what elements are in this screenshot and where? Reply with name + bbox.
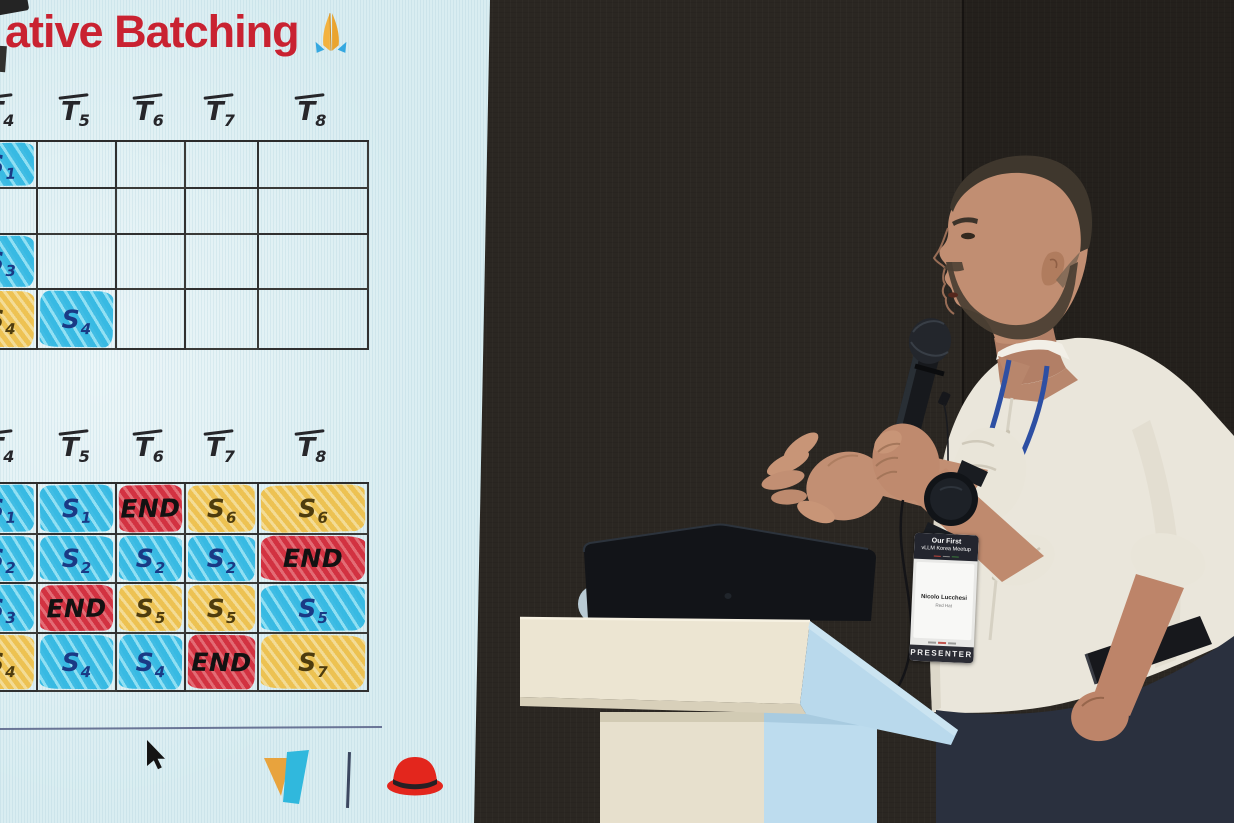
batch-cell: S1 <box>38 484 117 535</box>
badge-attendee-org: Red Hat <box>935 602 953 608</box>
batch-cell: S3 <box>0 235 38 290</box>
time-step-header: T4 <box>0 92 14 129</box>
batch-cell <box>38 189 117 235</box>
badge-subtitle-dashes <box>916 554 976 558</box>
batch-cell <box>259 235 369 290</box>
batch-cell: S4 <box>117 634 186 692</box>
batch-cell: S2 <box>117 535 186 584</box>
badge-attendee-name: Nicolo Lucchesi <box>920 593 968 602</box>
batch-table-bottom: S1 S1 END S6 S6 S2 S2 S2 S2 END S3 END S5 S5 S5 S4 S4 S4 E… <box>0 482 369 692</box>
badge-header: Our First vLLM Korea Meetup <box>913 532 979 562</box>
batch-cell <box>259 290 369 350</box>
batch-cell: S2 <box>186 535 259 584</box>
logo-divider <box>346 751 351 809</box>
batch-cell <box>259 189 369 235</box>
batch-cell <box>186 235 259 290</box>
batch-cell: S6 <box>259 483 369 535</box>
slide-title-text: ative Batching <box>5 6 300 57</box>
batch-cell: END <box>117 484 186 535</box>
batch-cell: S1 <box>0 142 38 189</box>
slide-rule-line <box>0 725 383 731</box>
badge-role-band: PRESENTER <box>909 644 974 664</box>
batch-cell: S3 <box>0 584 38 634</box>
slide-title: ative Batching <box>5 6 353 58</box>
batch-cell <box>117 290 186 350</box>
batch-cell: S5 <box>259 584 369 634</box>
batch-cell: S5 <box>117 584 186 634</box>
batch-cell: S4 <box>0 634 38 692</box>
time-step-header: T8 <box>294 428 326 465</box>
batch-cell <box>117 142 186 189</box>
batch-cell: S1 <box>0 484 38 535</box>
batch-cell: END <box>259 535 369 584</box>
projected-slide: ative Batching T4T5T6T7T8S1S3S4S4T4T5T6T… <box>0 0 490 823</box>
batch-cell <box>259 142 369 189</box>
batch-cell <box>117 235 186 290</box>
badge-name-card: Nicolo Lucchesi Red Hat <box>913 561 975 641</box>
batch-table-top: S1 S3 S4 S4 <box>0 140 369 350</box>
batch-cell: END <box>186 634 259 692</box>
batch-cell <box>186 290 259 350</box>
time-step-header: T6 <box>131 428 164 465</box>
batch-cell <box>38 235 117 290</box>
conference-badge: Our First vLLM Korea Meetup Nicolo Lucch… <box>909 532 979 664</box>
batch-cell: S7 <box>259 634 369 692</box>
batch-cell: END <box>38 584 117 634</box>
time-step-header: T4 <box>0 428 14 465</box>
batch-cell: S5 <box>186 584 259 634</box>
batch-cell: S6 <box>186 484 259 535</box>
time-step-header: T6 <box>131 92 164 129</box>
time-step-header: T7 <box>202 428 235 465</box>
time-step-header: T7 <box>202 92 235 129</box>
batch-cell: S2 <box>0 535 38 584</box>
redhat-logo <box>387 757 443 796</box>
mouse-cursor <box>147 740 165 770</box>
batch-cell <box>186 142 259 189</box>
batch-cell: S4 <box>38 290 117 350</box>
vllm-logo <box>264 750 309 804</box>
time-step-header: T5 <box>57 92 90 129</box>
batch-cell <box>117 189 186 235</box>
wall-panel-seam <box>962 0 1234 430</box>
batch-cell: S4 <box>0 290 38 350</box>
time-step-header: T5 <box>57 428 90 465</box>
batch-cell <box>38 142 117 189</box>
batch-cell <box>186 189 259 235</box>
folded-hands-emoji <box>315 13 346 53</box>
batch-cell: S4 <box>38 634 117 692</box>
batch-cell: S2 <box>38 535 117 584</box>
time-step-header: T8 <box>294 92 326 129</box>
badge-event-line2: vLLM Korea Meetup <box>921 545 971 554</box>
batch-cell <box>0 189 38 235</box>
